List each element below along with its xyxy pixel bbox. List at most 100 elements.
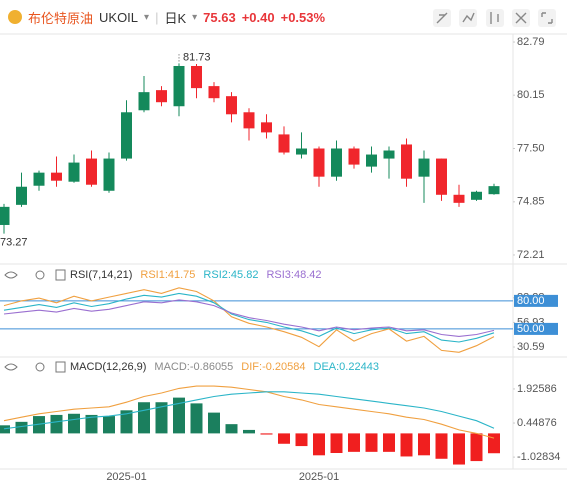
candle-body (138, 92, 150, 111)
macd-bar (470, 433, 483, 462)
candle-icon[interactable] (486, 9, 504, 27)
macd-bar (0, 425, 10, 434)
eye-icon[interactable] (4, 271, 18, 279)
legend-entry: RSI1:41.75 (140, 269, 195, 281)
level-tag (514, 322, 558, 335)
macd-bar (383, 433, 395, 452)
candle-body (261, 122, 272, 133)
rsi-icons (4, 269, 66, 281)
candle-body (16, 186, 27, 205)
compare-glyph (515, 12, 527, 24)
candle-body (68, 162, 80, 182)
macd-bar (85, 414, 98, 434)
candle-body (401, 144, 412, 179)
candle-body (383, 150, 395, 159)
panel-title: RSI(7,14,21) (70, 269, 132, 281)
candle-body (226, 96, 237, 115)
fullscreen-glyph (541, 12, 553, 24)
legend-entry: RSI3:48.42 (266, 269, 321, 281)
gear-icon[interactable] (35, 362, 45, 372)
dropdown-arrow[interactable]: ▾ (144, 11, 150, 23)
macd-bar (138, 402, 150, 434)
y-tick-label: 80.15 (517, 89, 545, 101)
level-tag (514, 294, 558, 307)
candle-body (278, 134, 290, 153)
legend-entry: MACD:-0.86055 (154, 361, 233, 373)
legend-entry: DIF:-0.20584 (241, 361, 305, 373)
header-bar: 布伦特原油 UKOIL ▾ | 日K ▾ 75.63 +0.40 +0.53% (0, 0, 567, 34)
candle-body (488, 186, 500, 195)
macd-bar (348, 433, 360, 452)
gear-icon[interactable] (35, 270, 45, 280)
candle-body (86, 158, 97, 185)
price: 75.63 (203, 9, 236, 25)
candle-body (418, 158, 430, 177)
indicator-glyph (462, 12, 475, 23)
candle-body (191, 65, 202, 89)
panel-title: MACD(12,26,9) (70, 361, 146, 373)
macd-bar (260, 433, 273, 435)
candle-body (313, 148, 325, 177)
macd-bar (103, 416, 115, 434)
macd-bar (15, 421, 28, 434)
candle-body (0, 206, 10, 225)
macd-bar (208, 412, 220, 434)
divider: | (155, 9, 159, 25)
macd-line (3, 391, 495, 430)
y-tick-label: 30.59 (517, 341, 545, 353)
candle-body (471, 191, 482, 200)
macd-bar (453, 433, 465, 465)
macd-bar (173, 397, 185, 434)
candle-body (436, 158, 447, 195)
macd-bar (400, 433, 413, 457)
symbol-icon (8, 10, 22, 24)
macd-bar (120, 410, 133, 434)
candle-body (453, 194, 465, 203)
low-label: 73.27 (0, 237, 28, 249)
macd-bar (313, 433, 325, 456)
macd-bar (418, 433, 430, 456)
change-pct: +0.53% (280, 9, 326, 25)
macd-bar (488, 433, 500, 454)
rsi-line (3, 287, 495, 353)
period[interactable]: 日K (164, 10, 187, 26)
box-icon (55, 361, 66, 373)
candle-body (121, 112, 132, 159)
rsi-line (3, 292, 495, 343)
candle-body (296, 148, 307, 155)
y-tick-label: 72.21 (517, 249, 545, 261)
candle-body (33, 172, 45, 186)
candle-body (331, 148, 342, 177)
fullscreen-icon[interactable] (538, 9, 556, 27)
macd-bar (435, 433, 448, 459)
candle-body (348, 148, 360, 165)
y-tick-label: 74.85 (517, 196, 545, 208)
eye-icon[interactable] (4, 363, 18, 371)
symbol[interactable]: UKOIL (99, 9, 139, 25)
y-tick-label: -1.02834 (517, 451, 560, 463)
macd-bar (365, 433, 378, 452)
candle-body (156, 90, 167, 103)
candle-glyph (490, 12, 499, 24)
y-tick-label: 77.50 (517, 142, 545, 154)
macd-bar (155, 402, 168, 434)
level-label: 80.00 (517, 295, 545, 307)
y-tick-label: 82.79 (517, 36, 545, 48)
candle-body (103, 158, 115, 191)
box-icon (55, 269, 66, 281)
macd-bar (190, 403, 203, 434)
indicator-icon[interactable] (459, 9, 477, 27)
macd-bar (278, 433, 290, 444)
macd-bar (330, 433, 343, 453)
macd-bar (243, 429, 255, 434)
macd-line (3, 385, 495, 439)
candle-body (173, 65, 185, 107)
candle-body (208, 86, 220, 99)
candle-body (366, 154, 377, 167)
change: +0.40 (241, 9, 275, 25)
dropdown-arrow[interactable]: ▾ (192, 11, 198, 23)
instrument-name[interactable]: 布伦特原油 (28, 10, 94, 26)
level-label: 50.00 (517, 323, 545, 335)
